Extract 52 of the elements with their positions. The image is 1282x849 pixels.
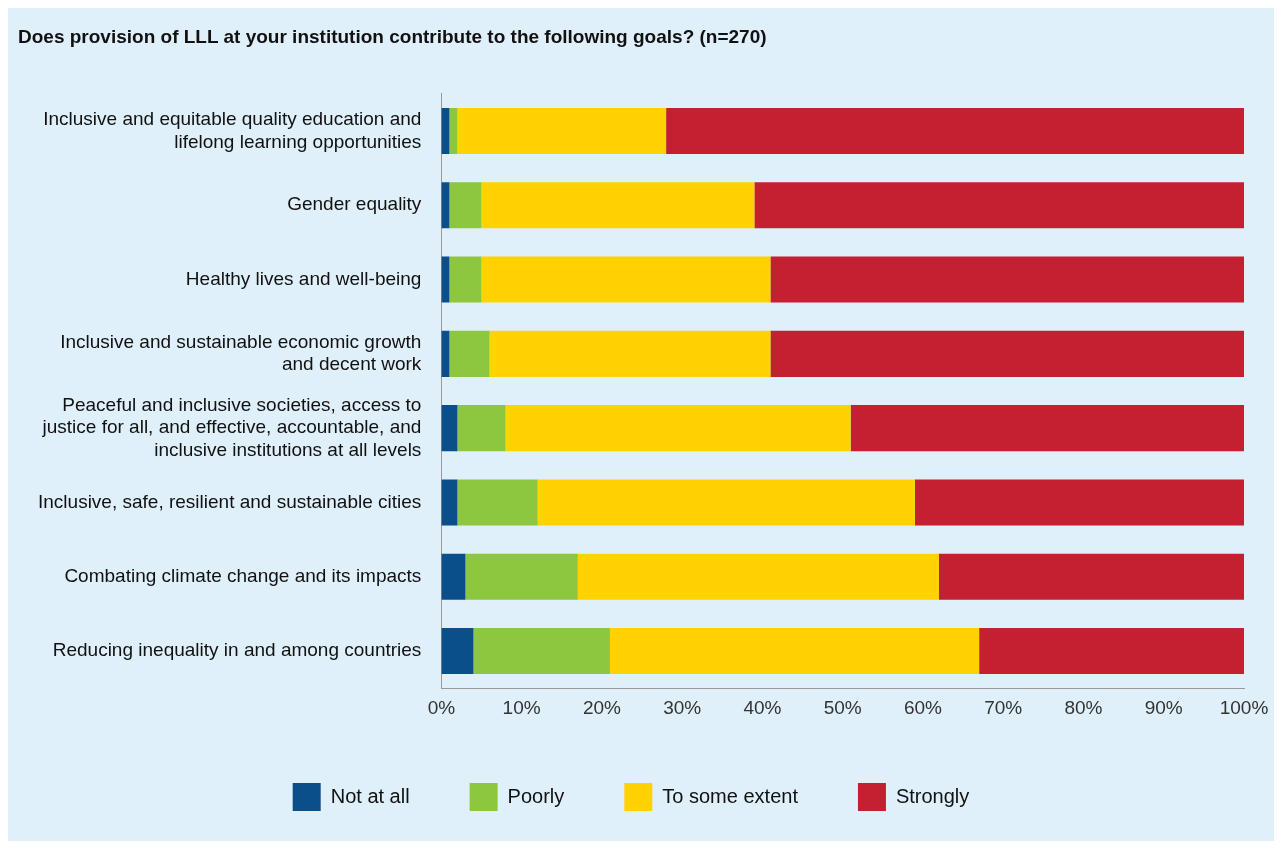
bar — [754, 182, 1244, 229]
bar — [939, 553, 1244, 600]
y-tick-label: Gender equality — [287, 193, 422, 215]
bar — [537, 479, 915, 526]
x-tick-label: 30% — [663, 696, 702, 718]
bar — [770, 256, 1244, 303]
bar — [457, 479, 538, 526]
bar — [577, 553, 939, 600]
bar — [609, 628, 980, 675]
bar — [441, 628, 474, 675]
bar — [850, 405, 1244, 452]
bar — [465, 553, 578, 600]
bar — [457, 405, 506, 452]
y-tick-label: Inclusive and equitable quality education and lifelong learning opportunities — [43, 107, 422, 152]
bar — [441, 553, 466, 600]
legend-label: Strongly — [895, 784, 970, 807]
y-tick-label: Healthy lives and well-being — [185, 267, 422, 289]
bar — [441, 479, 458, 526]
x-tick-label: 80% — [1064, 696, 1103, 718]
bar — [449, 330, 490, 377]
x-tick-label: 10% — [502, 696, 541, 718]
bar — [449, 107, 458, 154]
bar — [979, 628, 1244, 675]
bar — [481, 256, 771, 303]
bar — [505, 405, 851, 452]
bar — [449, 182, 482, 229]
bar — [473, 628, 610, 675]
bar — [481, 182, 755, 229]
x-tick-label: 40% — [743, 696, 782, 718]
y-tick-label: Peaceful and inclusive societies, access to justice for all, and effective, accountable, and inclusive institutions at all levels — [41, 393, 422, 461]
y-tick-label: Inclusive and sustainable economic growth and decent work — [60, 330, 422, 375]
bar — [489, 330, 771, 377]
legend-label: To some extent — [662, 784, 799, 807]
y-tick-label: Inclusive, safe, resilient and sustainable cities — [37, 490, 422, 512]
bar — [770, 330, 1244, 377]
legend-label: Poorly — [507, 784, 565, 807]
y-tick-label: Reducing inequality in and among countries — [52, 639, 422, 661]
bar — [441, 405, 458, 452]
y-tick-label: Combating climate change and its impacts — [64, 564, 422, 586]
x-tick-label: 0% — [427, 696, 456, 718]
x-tick-label: 100% — [1219, 696, 1269, 718]
x-tick-label: 70% — [984, 696, 1023, 718]
bar — [457, 107, 667, 154]
x-tick-label: 90% — [1144, 696, 1183, 718]
legend-label: Not at all — [330, 784, 410, 807]
bar — [666, 107, 1244, 154]
bar — [449, 256, 482, 303]
x-tick-label: 50% — [823, 696, 862, 718]
chart-title: Does provision of LLL at your institution contribute to the following goals? (n=270) — [18, 25, 767, 47]
x-tick-label: 20% — [582, 696, 622, 718]
x-tick-label: 60% — [903, 696, 943, 718]
bar — [914, 479, 1244, 526]
